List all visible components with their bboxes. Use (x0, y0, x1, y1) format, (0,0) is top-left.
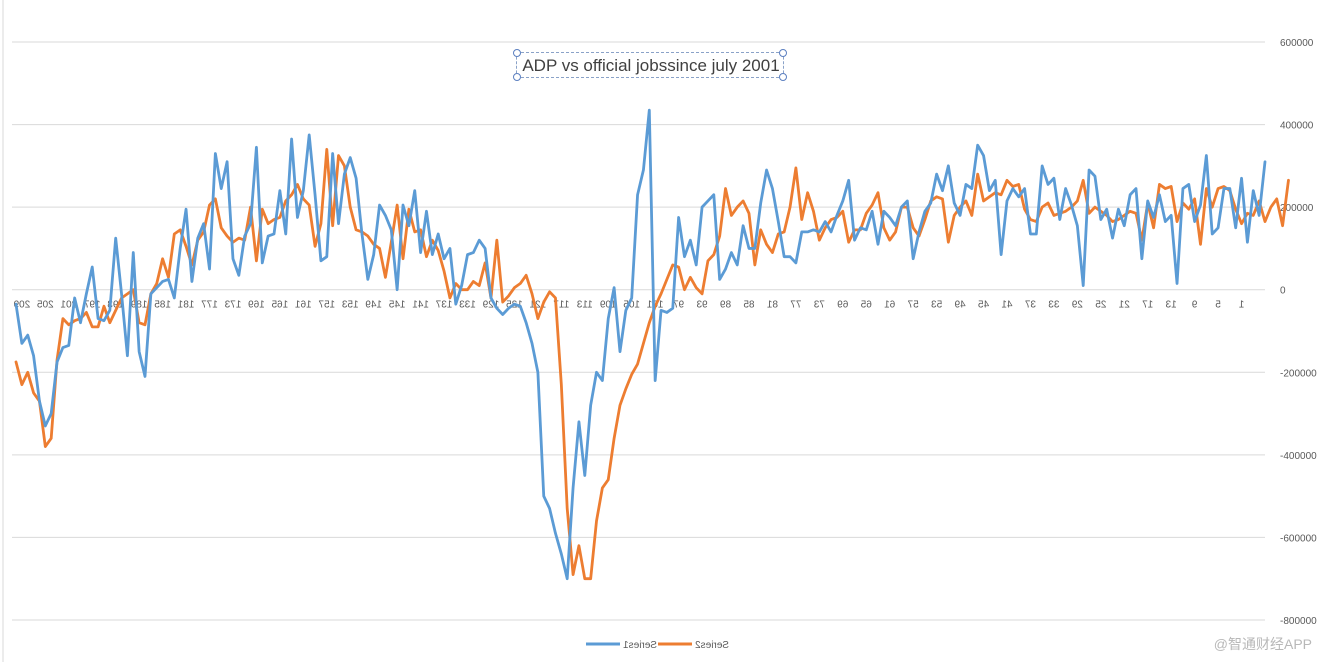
x-tick-label: 129 (482, 300, 499, 311)
y-tick-label: 400000 (1280, 121, 1314, 132)
title-resize-handle-bottom-left[interactable] (513, 73, 521, 81)
gridlines (12, 41, 1265, 621)
x-tick-label: 13 (1165, 300, 1177, 311)
x-tick-label: 1 (1238, 300, 1244, 311)
y-tick-label: -800000 (1280, 616, 1317, 627)
title-resize-handle-top-left[interactable] (513, 49, 521, 57)
x-tick-label: 205 (37, 300, 54, 311)
chart-title: ADP vs official jobssince july 2001 (522, 56, 780, 75)
x-tick-label: 113 (576, 300, 592, 311)
x-tick-label: 9 (1191, 300, 1197, 311)
x-tick-label: 133 (459, 300, 476, 311)
x-tick-label: 85 (743, 300, 755, 311)
x-tick-label: 165 (271, 300, 288, 311)
watermark: @智通财经APP (1213, 636, 1312, 652)
y-tick-label: 600000 (1280, 38, 1314, 49)
x-tick-label: 97 (673, 300, 685, 311)
y-tick-label: 200000 (1280, 203, 1314, 214)
x-tick-label: 189 (130, 300, 147, 311)
x-tick-label: 145 (388, 300, 405, 311)
series2-line (14, 147, 1290, 581)
x-tick-label: 89 (720, 300, 732, 311)
x-tick-label: 81 (766, 300, 778, 311)
legend-series2-label: Series2 (695, 640, 729, 651)
series-layer (14, 108, 1290, 581)
x-tick-label: 141 (412, 300, 429, 311)
x-tick-label: 69 (837, 300, 849, 311)
x-tick-label: 109 (599, 300, 616, 311)
x-tick-label: 197 (83, 300, 100, 311)
y-axis-tick-labels: 600000 400000 200000 0 -200000 -400000 -600000… (1280, 38, 1317, 627)
x-tick-label: 117 (553, 300, 569, 311)
x-tick-label: 61 (884, 300, 896, 311)
x-tick-label: 93 (696, 300, 708, 311)
x-tick-label: 33 (1048, 300, 1060, 311)
x-tick-label: 137 (435, 300, 452, 311)
x-tick-label: 105 (623, 300, 640, 311)
x-axis-tick-labels: 209 205 201 197 193 189 185 181 177 173 169 165 161 1… (13, 300, 1244, 311)
legend: Series1 Series2 (586, 640, 729, 651)
series1-line (14, 108, 1267, 581)
x-tick-label: 45 (978, 300, 990, 311)
x-tick-label: 153 (341, 300, 358, 311)
x-tick-label: 37 (1024, 300, 1036, 311)
x-tick-label: 5 (1215, 300, 1221, 311)
x-tick-label: 29 (1071, 300, 1083, 311)
x-tick-label: 161 (295, 300, 312, 311)
x-tick-label: 41 (1001, 300, 1013, 311)
chart-title-box[interactable]: ADP vs official jobssince july 2001 (516, 52, 784, 78)
x-tick-label: 73 (813, 300, 825, 311)
y-tick-label: -200000 (1280, 368, 1317, 379)
y-tick-label: 0 (1280, 286, 1286, 297)
x-tick-label: 53 (931, 300, 943, 311)
x-tick-label: 201 (60, 300, 77, 311)
x-tick-label: 181 (177, 300, 194, 311)
y-tick-label: -400000 (1280, 451, 1317, 462)
x-tick-label: 25 (1095, 300, 1107, 311)
x-tick-label: 173 (224, 300, 241, 311)
x-tick-label: 177 (201, 300, 218, 311)
x-tick-label: 157 (318, 300, 335, 311)
x-tick-label: 149 (365, 300, 382, 311)
title-resize-handle-top-right[interactable] (779, 49, 787, 57)
x-tick-label: 65 (860, 300, 872, 311)
x-tick-label: 57 (907, 300, 919, 311)
x-tick-label: 193 (107, 300, 124, 311)
x-tick-label: 77 (790, 300, 802, 311)
x-tick-label: 49 (954, 300, 966, 311)
x-tick-label: 17 (1142, 300, 1154, 311)
x-tick-label: 121 (529, 300, 546, 311)
x-tick-label: 21 (1118, 300, 1130, 311)
x-tick-label: 169 (248, 300, 265, 311)
x-tick-label: 185 (154, 300, 171, 311)
x-tick-label: 209 (13, 300, 30, 311)
title-resize-handle-bottom-right[interactable] (779, 73, 787, 81)
y-tick-label: -600000 (1280, 533, 1317, 544)
legend-series1-label: Series1 (623, 640, 657, 651)
